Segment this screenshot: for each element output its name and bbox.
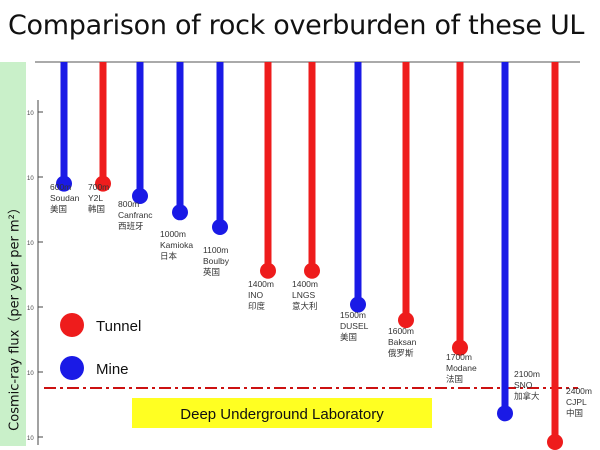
lab-label: 1700m Modane 法国 — [446, 352, 477, 384]
y-tick-label: 10 — [27, 436, 34, 442]
legend-mine-label: Mine — [96, 361, 129, 378]
flux-bar-marker — [398, 312, 414, 329]
y-tick-label: 10 — [27, 111, 34, 117]
legend-tunnel-marker — [60, 313, 84, 337]
y-tick-label: 10 — [27, 306, 34, 312]
lab-label: 2100m SNO 加拿大 — [514, 369, 540, 401]
legend-tunnel-label: Tunnel — [96, 318, 141, 335]
flux-bar-marker — [56, 175, 72, 192]
flux-bar-marker — [95, 175, 111, 192]
flux-bar-marker — [260, 262, 276, 279]
flux-bar-marker — [452, 339, 468, 356]
legend-mine-marker — [60, 356, 84, 380]
chart-title: Comparison of rock overburden of these U… — [8, 10, 585, 41]
lab-label: 1600m Baksan 俄罗斯 — [388, 326, 417, 358]
deep-lab-label-box — [132, 398, 432, 428]
lab-label: 1000m Kamioka 日本 — [160, 229, 193, 261]
flux-bar-marker — [172, 204, 188, 221]
lab-label: 1400m INO 印度 — [248, 279, 274, 311]
deep-lab-label: Deep Underground Laboratory — [180, 406, 384, 423]
lab-label: 800m Canfranc 西班牙 — [118, 199, 153, 231]
lab-label: 2400m CJPL 中国 — [566, 386, 592, 418]
y-tick-label: 10 — [27, 241, 34, 247]
flux-bar-marker — [132, 187, 148, 204]
flux-bar-marker — [350, 296, 366, 313]
y-axis-label-panel: Cosmic-ray flux（per year per m²） — [0, 62, 26, 446]
lab-label: 1400m LNGS 意大利 — [292, 279, 318, 311]
y-tick-label: 10 — [27, 371, 34, 377]
lab-label: 1100m Boulby 英国 — [203, 245, 230, 277]
lab-label: 700m Y2L 韩国 — [88, 182, 109, 214]
y-tick-label: 10 — [27, 176, 34, 182]
lab-label: 600m Soudan 美国 — [50, 182, 80, 214]
flux-bar-marker — [497, 405, 513, 422]
lab-label: 1500m DUSEL 美国 — [340, 310, 369, 342]
flux-bar-marker — [304, 262, 320, 279]
flux-bar-marker — [547, 433, 563, 450]
flux-bar-marker — [212, 219, 228, 236]
